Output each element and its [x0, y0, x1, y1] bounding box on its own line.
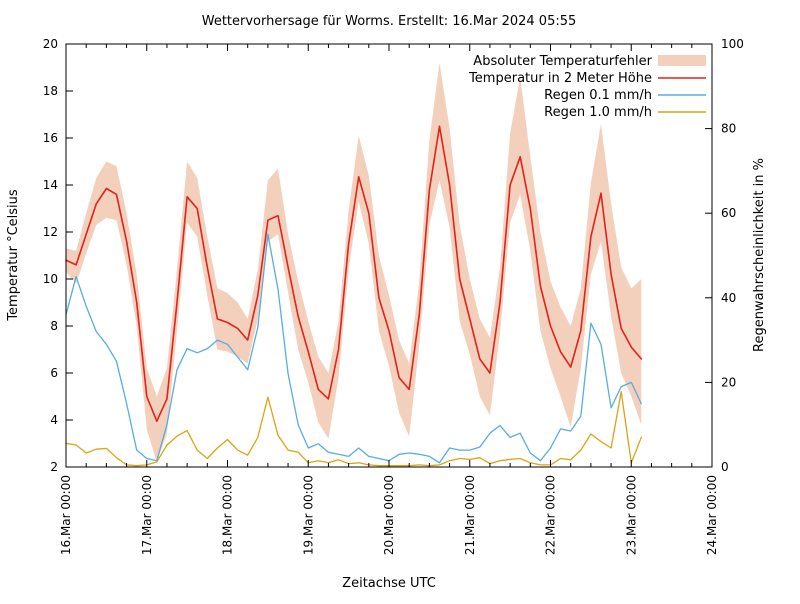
- x-tick-label: 19.Mar 00:00: [301, 475, 315, 555]
- legend-label-temperature: Temperatur in 2 Meter Höhe: [468, 71, 652, 86]
- temperature-line: [65, 125, 643, 423]
- y-left-tick-label: 12: [43, 225, 58, 239]
- axes: 16.Mar 00:00 17.Mar 00:00 18.Mar 00:00 19.M…: [43, 37, 744, 555]
- y-left-tick-label: 8: [50, 319, 58, 333]
- y-right-axis-label: Regenwahrscheinlichkeit in %: [752, 158, 767, 352]
- rain10-line: [65, 391, 642, 467]
- x-tick-label: 23.Mar 00:00: [624, 475, 638, 555]
- plot-area: [65, 62, 643, 467]
- y-left-tick-label: 2: [50, 460, 58, 474]
- legend-entry-rain01: Regen 0.1 mm/h: [544, 88, 706, 103]
- legend: Absoluter Temperaturfehler Temperatur in…: [468, 54, 706, 120]
- y-left-tick-label: 6: [50, 366, 58, 380]
- legend-label-rain10: Regen 1.0 mm/h: [544, 105, 652, 120]
- x-tick-label: 16.Mar 00:00: [59, 475, 73, 555]
- y-left-tick-label: 16: [43, 131, 58, 145]
- y-right-tick-label: 20: [721, 375, 736, 389]
- x-tick-label: 22.Mar 00:00: [544, 475, 558, 555]
- x-tick-label: 17.Mar 00:00: [140, 475, 154, 555]
- x-tick-label: 20.Mar 00:00: [382, 475, 396, 555]
- chart-title: Wettervorhersage für Worms. Erstellt: 16…: [202, 14, 577, 29]
- y-right-tick-label: 40: [721, 291, 736, 305]
- y-left-tick-label: 4: [50, 413, 58, 427]
- x-tick-label: 18.Mar 00:00: [221, 475, 235, 555]
- y-right-tick-label: 60: [721, 206, 736, 220]
- error-band-swatch: [658, 55, 706, 66]
- y-left-tick-label: 10: [43, 272, 58, 286]
- x-axis-label: Zeitachse UTC: [342, 576, 436, 591]
- y-right-tick-label: 0: [721, 460, 729, 474]
- y-right-tick-label: 80: [721, 122, 736, 136]
- y-left-tick-label: 18: [43, 84, 58, 98]
- x-tick-label: 24.Mar 00:00: [705, 475, 719, 555]
- temperature-error-band: [66, 62, 642, 463]
- legend-label-error-band: Absoluter Temperaturfehler: [473, 54, 652, 69]
- rain01-line: [65, 233, 642, 464]
- y-left-tick-label: 14: [43, 178, 58, 192]
- y-left-tick-label: 20: [43, 37, 58, 51]
- y-left-axis-label: Temperatur °Celsius: [6, 189, 21, 322]
- legend-entry-temperature: Temperatur in 2 Meter Höhe: [468, 71, 706, 86]
- y-right-tick-label: 100: [721, 37, 744, 51]
- legend-label-rain01: Regen 0.1 mm/h: [544, 88, 652, 103]
- legend-entry-error-band: Absoluter Temperaturfehler: [473, 54, 706, 69]
- legend-entry-rain10: Regen 1.0 mm/h: [544, 105, 706, 120]
- x-tick-label: 21.Mar 00:00: [463, 475, 477, 555]
